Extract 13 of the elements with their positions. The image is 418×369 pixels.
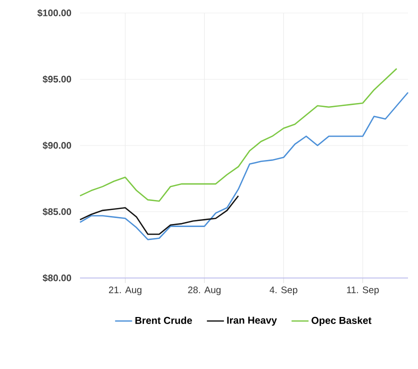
x-tick-label: 28. Aug <box>188 286 221 296</box>
y-tick-label: $95.00 <box>42 75 72 84</box>
y-tick-label: $85.00 <box>42 208 72 216</box>
x-tick-label: 21. Aug <box>108 286 142 296</box>
x-tick-label: 4. Sep <box>270 286 298 296</box>
y-tick-label: $80.00 <box>42 274 72 282</box>
y-tick-label: $100.00 <box>37 9 72 17</box>
legend-label: Opec Basket <box>312 316 372 326</box>
x-tick-label: 11. Sep <box>347 286 379 296</box>
legend-label: Iran Heavy <box>227 316 277 326</box>
legend-label: Brent Crude <box>135 316 192 324</box>
line-series <box>79 195 239 235</box>
y-tick-label: $90.00 <box>42 142 72 150</box>
